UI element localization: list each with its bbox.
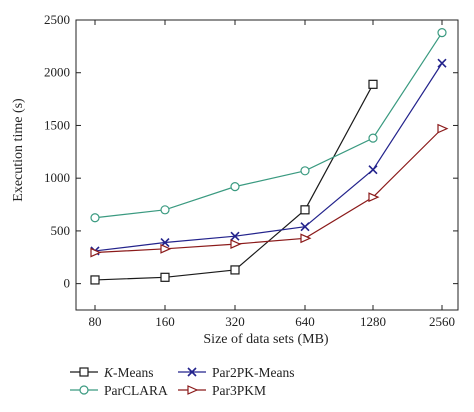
- plot-area: 0 500 1000 1500 2000 2500 80 160 320 640 1280 2560: [44, 12, 459, 329]
- data-point: [300, 205, 310, 215]
- plot-frame: [75, 19, 459, 311]
- data-point: [160, 205, 170, 215]
- y-tick-label: 1500: [44, 117, 70, 132]
- series-line: [94, 62, 443, 252]
- legend-marker: [79, 367, 89, 377]
- data-point: [437, 58, 447, 68]
- data-point: [300, 222, 310, 232]
- series-layer: [90, 28, 449, 285]
- legend-label: ParCLARA: [104, 383, 168, 398]
- y-tick-label: 0: [64, 276, 71, 291]
- legend-marker: [187, 385, 199, 395]
- y-tick-label: 1000: [44, 170, 70, 185]
- series-line: [94, 128, 443, 254]
- data-point: [160, 272, 170, 282]
- series-1: [90, 79, 378, 285]
- data-point: [300, 233, 312, 244]
- data-point: [90, 213, 100, 223]
- data-point: [230, 182, 240, 192]
- legend-item-4: Par3PKM: [178, 383, 266, 398]
- series-2: [90, 28, 447, 223]
- x-axis-label: Size of data sets (MB): [203, 332, 329, 347]
- data-point: [160, 243, 172, 254]
- series-4: [90, 123, 449, 258]
- legend: K-Means ParCLARA Par2PK-Means Par3PKM: [70, 365, 295, 398]
- legend-label: K-Means: [103, 365, 154, 380]
- legend-label: Par3PKM: [212, 383, 266, 398]
- y-tick-label: 500: [51, 223, 71, 238]
- y-tick-label: 2500: [44, 12, 70, 27]
- series-line: [94, 32, 443, 219]
- data-point: [437, 123, 449, 134]
- data-point: [368, 79, 378, 89]
- x-tick-label: 640: [295, 314, 315, 329]
- x-tick-label: 2560: [429, 314, 455, 329]
- data-point: [300, 166, 310, 176]
- data-point: [90, 275, 100, 285]
- data-point: [230, 265, 240, 275]
- series-3: [90, 58, 447, 256]
- data-point: [90, 247, 102, 258]
- data-point: [230, 239, 242, 250]
- legend-marker: [79, 385, 89, 395]
- x-tick-label: 80: [89, 314, 102, 329]
- data-point: [437, 28, 447, 38]
- legend-item-1: K-Means: [70, 365, 154, 380]
- legend-label: Par2PK-Means: [212, 365, 295, 380]
- y-axis-label: Execution time (s): [11, 98, 26, 202]
- data-point: [368, 133, 378, 143]
- y-tick-label: 2000: [44, 65, 70, 80]
- x-tick-label: 1280: [360, 314, 386, 329]
- legend-marker: [187, 367, 197, 377]
- data-point: [368, 192, 380, 203]
- x-tick-label: 160: [155, 314, 175, 329]
- data-point: [368, 165, 378, 175]
- legend-item-2: ParCLARA: [70, 383, 168, 398]
- x-tick-label: 320: [225, 314, 245, 329]
- data-point: [230, 231, 240, 241]
- legend-item-3: Par2PK-Means: [178, 365, 295, 380]
